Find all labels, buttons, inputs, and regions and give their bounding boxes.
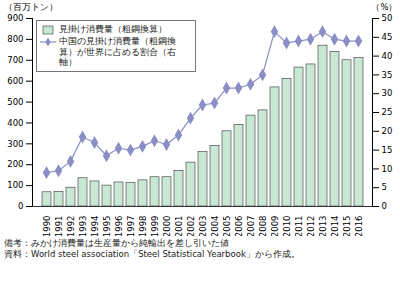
svg-text:100: 100 — [7, 180, 23, 190]
svg-text:2003: 2003 — [198, 216, 208, 237]
svg-text:15: 15 — [382, 145, 393, 155]
svg-text:1991: 1991 — [54, 216, 64, 237]
svg-text:2000: 2000 — [162, 216, 172, 237]
svg-text:2015: 2015 — [342, 216, 352, 237]
svg-text:2001: 2001 — [174, 216, 184, 237]
svg-text:1996: 1996 — [114, 216, 124, 237]
svg-text:2011: 2011 — [294, 216, 304, 237]
svg-text:200: 200 — [7, 159, 23, 169]
svg-text:2014: 2014 — [330, 216, 340, 237]
svg-text:2006: 2006 — [234, 216, 244, 237]
svg-text:800: 800 — [7, 34, 23, 44]
svg-text:2005: 2005 — [222, 216, 232, 237]
svg-text:1999: 1999 — [150, 216, 160, 237]
svg-text:500: 500 — [7, 97, 23, 107]
svg-text:20: 20 — [382, 126, 393, 136]
svg-text:1990: 1990 — [42, 216, 52, 237]
svg-text:50: 50 — [382, 13, 393, 23]
svg-text:1993: 1993 — [78, 216, 88, 237]
svg-text:2013: 2013 — [318, 216, 328, 237]
svg-text:300: 300 — [7, 139, 23, 149]
svg-text:2002: 2002 — [186, 216, 196, 237]
svg-text:2012: 2012 — [306, 216, 316, 237]
svg-text:0: 0 — [382, 201, 387, 211]
svg-text:（%）: （%） — [371, 2, 397, 12]
html-text:中国の見掛け消費量（粗鋼換算）が世界に占める割合（右軸）: 中国の見掛け消費量（粗鋼換算）が世界に占める割合（右軸） — [59, 36, 176, 68]
svg-text:2009: 2009 — [270, 216, 280, 237]
svg-text:1992: 1992 — [66, 216, 76, 237]
svg-text:2008: 2008 — [258, 216, 268, 237]
svg-text:0: 0 — [18, 201, 23, 211]
svg-text:（百万トン）: （百万トン） — [4, 2, 58, 12]
svg-text:2007: 2007 — [246, 216, 256, 237]
svg-text:1997: 1997 — [126, 216, 136, 237]
svg-text:1998: 1998 — [138, 216, 148, 237]
svg-text:2004: 2004 — [210, 216, 220, 237]
html-text:資料：World steel association「Ste: 資料：World steel association「Steel Statist… — [4, 249, 300, 259]
svg-text:5: 5 — [382, 182, 387, 192]
svg-text:30: 30 — [382, 88, 393, 98]
svg-text:45: 45 — [382, 32, 393, 42]
svg-text:25: 25 — [382, 107, 393, 117]
svg-text:1994: 1994 — [90, 216, 100, 237]
svg-text:1995: 1995 — [102, 216, 112, 237]
html-text:備考：みかけ消費量は生産量から純輸出を差し引いた値: 備考：みかけ消費量は生産量から純輸出を差し引いた値 — [4, 238, 229, 248]
svg-text:10: 10 — [382, 164, 393, 174]
svg-text:400: 400 — [7, 118, 23, 128]
svg-text:2010: 2010 — [282, 216, 292, 237]
svg-text:2016: 2016 — [354, 216, 364, 237]
svg-text:35: 35 — [382, 70, 393, 80]
svg-text:900: 900 — [7, 13, 23, 23]
svg-text:600: 600 — [7, 76, 23, 86]
html-text:見掛け消費量（粗鋼換算）: 見掛け消費量（粗鋼換算） — [59, 24, 167, 34]
svg-text:40: 40 — [382, 51, 393, 61]
svg-text:700: 700 — [7, 55, 23, 65]
